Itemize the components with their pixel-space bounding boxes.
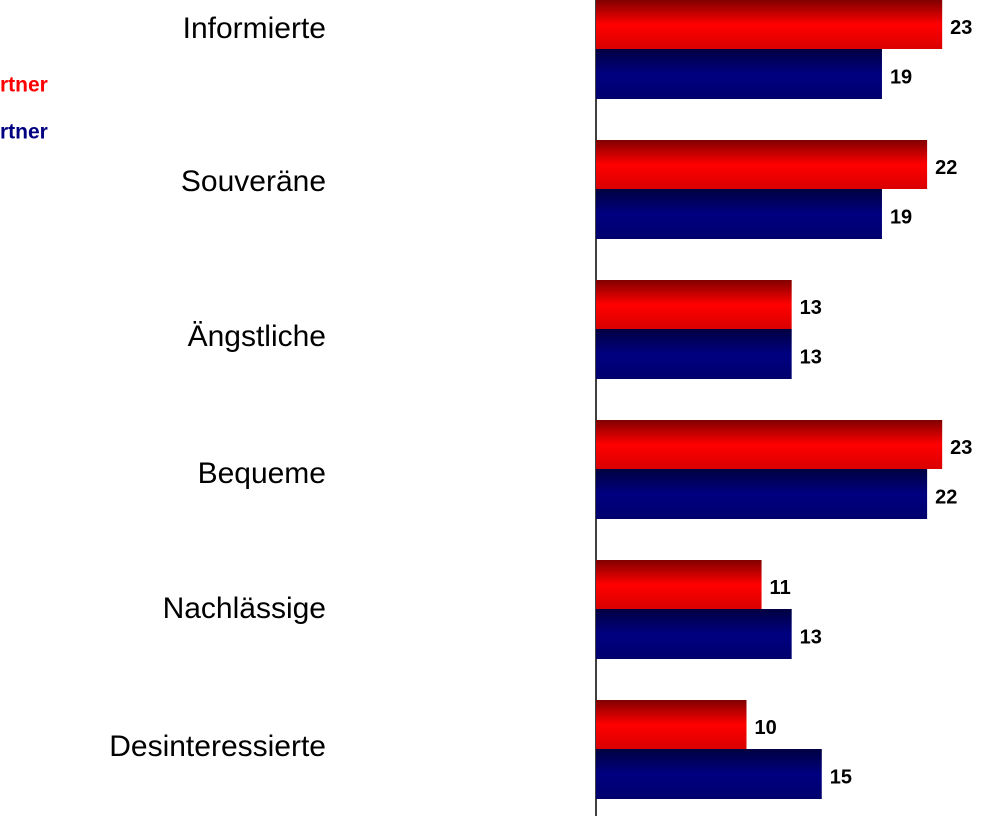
bar: [596, 140, 928, 189]
value-label: 13: [800, 626, 822, 648]
value-label: 19: [890, 66, 912, 88]
bar: [596, 329, 792, 379]
value-label: 23: [950, 17, 972, 39]
value-label: 11: [770, 577, 791, 599]
legend-label: rtner: [0, 121, 48, 144]
bar: [596, 469, 928, 519]
legend-label: rtner: [0, 74, 48, 97]
value-label: 13: [800, 346, 822, 368]
bar: [596, 700, 747, 749]
value-label: 13: [800, 297, 822, 319]
value-label: 10: [755, 717, 777, 739]
category-label: Bequeme: [198, 457, 326, 490]
bar: [596, 49, 882, 99]
bar: [596, 749, 822, 799]
category-label: Nachlässige: [163, 592, 326, 625]
category-label: Desinteressierte: [109, 730, 326, 763]
value-label: 19: [890, 206, 912, 228]
value-label: 22: [935, 157, 957, 179]
bar: [596, 420, 943, 469]
category-label: Souveräne: [181, 165, 326, 198]
value-label: 23: [950, 437, 972, 459]
bar: [596, 560, 762, 609]
bar: [596, 0, 943, 49]
value-label: 22: [935, 486, 957, 508]
value-label: 15: [830, 766, 852, 788]
bar: [596, 280, 792, 329]
category-label: Informierte: [183, 12, 326, 45]
category-label: Ängstliche: [188, 320, 326, 353]
bar: [596, 189, 882, 239]
bar: [596, 609, 792, 659]
